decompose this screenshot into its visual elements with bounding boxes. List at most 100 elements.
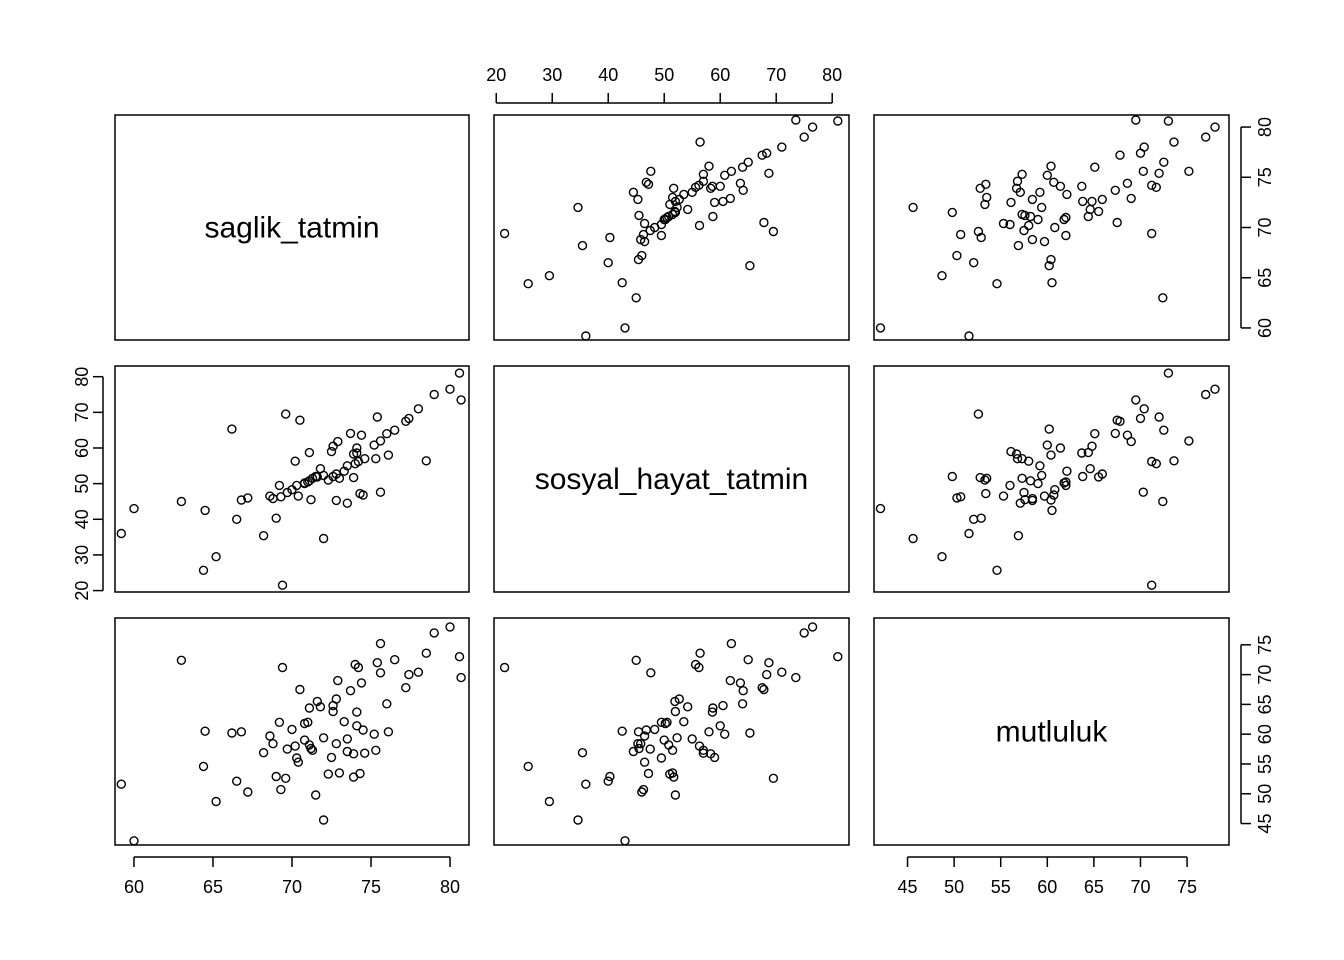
data-point bbox=[1047, 505, 1057, 516]
data-point bbox=[429, 389, 439, 400]
tick-label: 60 bbox=[124, 877, 144, 897]
data-point bbox=[992, 565, 1002, 575]
data-point bbox=[1146, 180, 1157, 191]
tick-label: 60 bbox=[1255, 318, 1275, 338]
data-point bbox=[342, 734, 352, 744]
data-point bbox=[1126, 193, 1136, 204]
data-point bbox=[669, 183, 679, 194]
data-point bbox=[1163, 368, 1174, 378]
data-point bbox=[1062, 466, 1072, 476]
tick-label: 70 bbox=[1130, 877, 1150, 897]
data-point bbox=[371, 454, 381, 464]
data-point bbox=[369, 729, 379, 739]
panel-frame-0-0 bbox=[114, 114, 470, 341]
data-point bbox=[639, 731, 650, 741]
data-point bbox=[236, 727, 247, 737]
data-point bbox=[1015, 498, 1025, 508]
data-point bbox=[573, 815, 583, 825]
data-point bbox=[975, 183, 985, 194]
data-point bbox=[375, 638, 386, 649]
data-point bbox=[1122, 178, 1133, 189]
data-point bbox=[577, 748, 588, 758]
data-point bbox=[413, 404, 424, 414]
data-point bbox=[318, 815, 329, 825]
data-point bbox=[1159, 157, 1169, 167]
data-point bbox=[656, 230, 667, 241]
data-point bbox=[1044, 261, 1054, 271]
data-point bbox=[1184, 436, 1194, 446]
data-point bbox=[687, 734, 697, 744]
tick-label: 75 bbox=[1255, 167, 1275, 187]
tick-label: 75 bbox=[361, 877, 381, 897]
data-point bbox=[620, 323, 630, 333]
data-point bbox=[628, 746, 639, 757]
data-point bbox=[299, 735, 310, 745]
data-point bbox=[328, 706, 338, 717]
data-point bbox=[355, 488, 365, 499]
data-point bbox=[670, 706, 681, 717]
data-point bbox=[617, 726, 627, 736]
data-point bbox=[445, 622, 455, 632]
data-point bbox=[1025, 211, 1036, 222]
data-point bbox=[274, 717, 285, 727]
data-point bbox=[1019, 487, 1029, 498]
data-point bbox=[698, 176, 709, 187]
data-point bbox=[1131, 115, 1141, 125]
data-point bbox=[306, 495, 316, 505]
data-point bbox=[1087, 196, 1097, 207]
data-point bbox=[1154, 412, 1164, 422]
panel-frame-2-2 bbox=[873, 617, 1230, 846]
data-point bbox=[311, 790, 321, 800]
data-point bbox=[1046, 254, 1056, 265]
data-point bbox=[276, 784, 286, 795]
tick-label: 80 bbox=[822, 65, 842, 85]
data-point bbox=[277, 580, 288, 590]
data-point bbox=[360, 748, 370, 758]
data-point bbox=[662, 717, 672, 727]
data-point bbox=[937, 271, 947, 281]
data-point bbox=[268, 739, 278, 749]
data-point bbox=[650, 724, 660, 735]
data-point bbox=[708, 211, 718, 222]
data-point bbox=[421, 456, 431, 466]
data-point bbox=[667, 768, 678, 778]
data-point bbox=[762, 669, 772, 680]
data-point bbox=[231, 514, 242, 524]
data-point bbox=[669, 772, 679, 782]
data-point bbox=[791, 672, 801, 683]
data-point bbox=[129, 503, 139, 514]
data-point bbox=[383, 727, 394, 737]
data-point bbox=[116, 779, 127, 789]
panel-frame-1-2 bbox=[873, 365, 1230, 593]
tick-label: 40 bbox=[598, 65, 618, 85]
data-point bbox=[299, 478, 310, 488]
data-point bbox=[383, 450, 394, 460]
data-point bbox=[1036, 202, 1047, 213]
data-point bbox=[698, 169, 709, 180]
data-point bbox=[1005, 480, 1015, 491]
data-point bbox=[683, 702, 693, 712]
data-point bbox=[799, 628, 809, 638]
data-point bbox=[577, 240, 588, 251]
data-point bbox=[356, 430, 367, 440]
panel-frame-1-1 bbox=[493, 365, 850, 593]
tick-label: 30 bbox=[542, 65, 562, 85]
data-point bbox=[523, 761, 533, 772]
data-point bbox=[1011, 449, 1022, 459]
data-point bbox=[1017, 473, 1027, 483]
data-point bbox=[1158, 293, 1168, 303]
data-point bbox=[282, 744, 292, 754]
data-point bbox=[358, 725, 368, 735]
data-point bbox=[1020, 210, 1030, 221]
data-point bbox=[1159, 425, 1169, 435]
data-point bbox=[1146, 456, 1157, 467]
data-point bbox=[634, 210, 644, 221]
data-point bbox=[975, 472, 985, 483]
data-point bbox=[454, 652, 465, 662]
data-point bbox=[375, 436, 386, 446]
data-point bbox=[638, 784, 649, 795]
data-point bbox=[331, 739, 341, 749]
data-point bbox=[718, 700, 728, 711]
data-point bbox=[633, 739, 643, 749]
